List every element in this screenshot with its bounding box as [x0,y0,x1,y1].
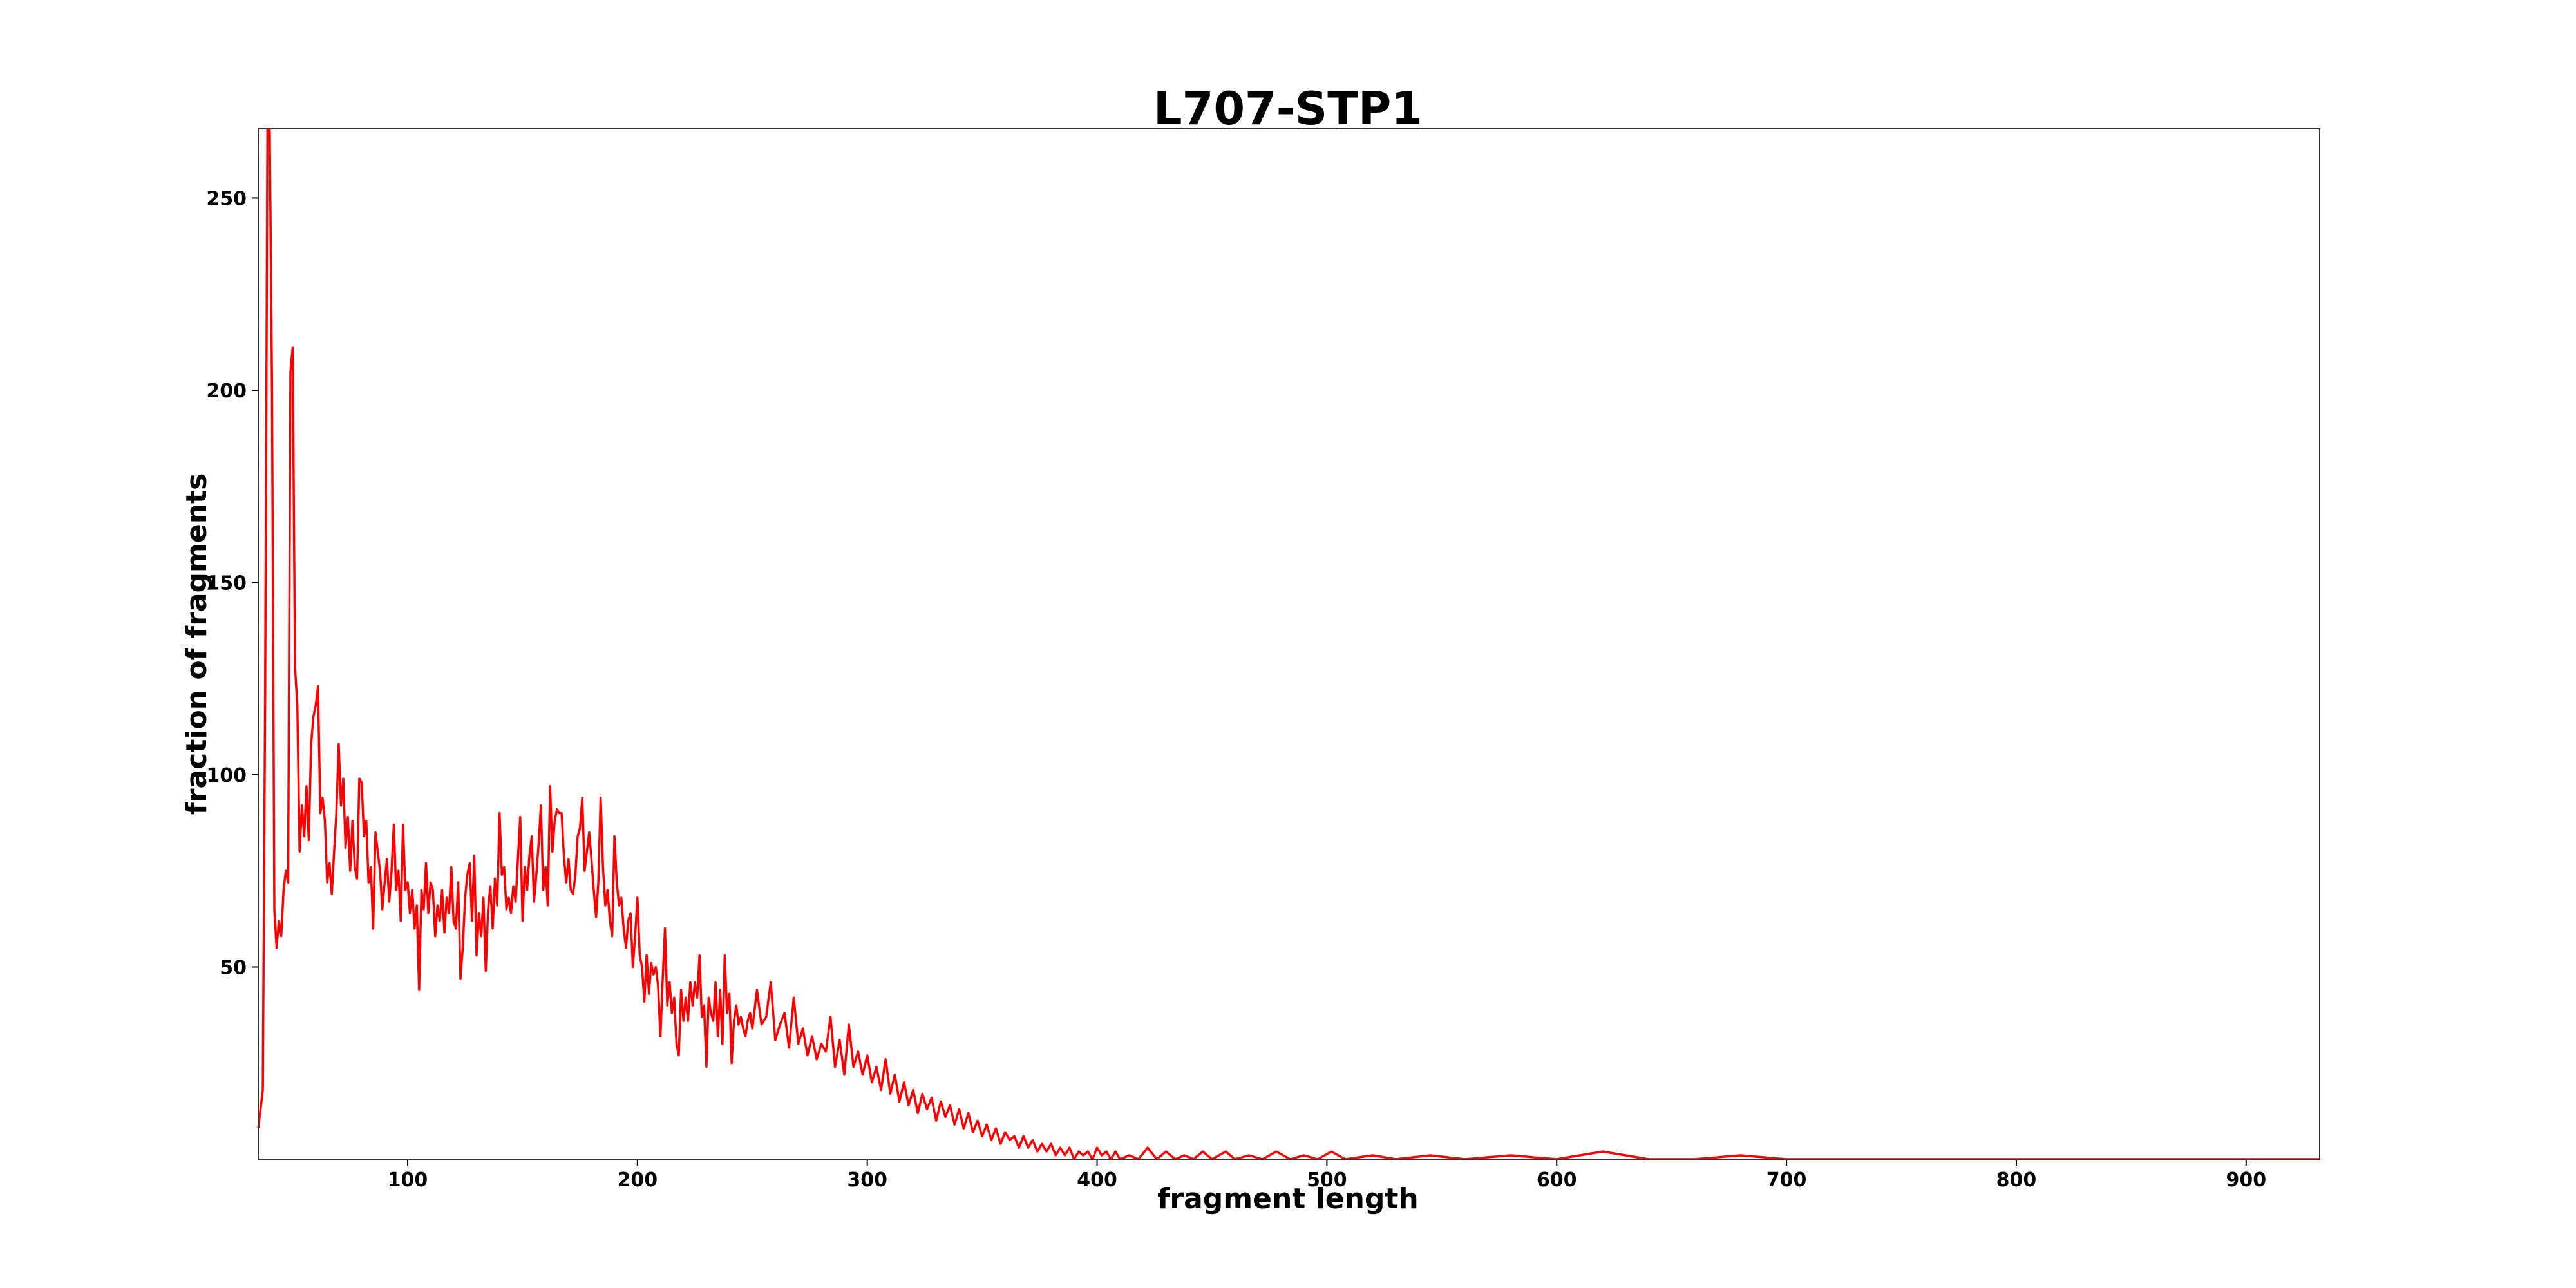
y-tick-label: 200 [206,380,247,402]
series-layer [257,128,2320,1160]
chart-title: L707-STP1 [1153,82,1423,135]
x-tick-label: 600 [1537,1169,1577,1191]
x-tick-label: 400 [1077,1169,1117,1191]
x-tick-label: 700 [1766,1169,1807,1191]
x-tick-label: 200 [618,1169,658,1191]
x-tick-label: 500 [1307,1169,1347,1191]
x-tick-label: 900 [2226,1169,2266,1191]
plot-frame [258,128,2320,1160]
y-tick-label: 250 [206,187,247,210]
y-tick-label: 150 [206,572,247,594]
x-axis-ticks: 100 200 300 400 500 600 700 800 900 [388,1159,2266,1191]
x-axis-label: fragment length [1157,1182,1419,1215]
x-tick-label: 100 [388,1169,428,1191]
plot-area: 100 200 300 400 500 600 700 800 900 50 100 150 200 2… [206,128,2320,1191]
x-tick-label: 300 [847,1169,887,1191]
x-tick-label: 800 [1996,1169,2037,1191]
y-tick-label: 50 [220,956,247,979]
series-line-0 [257,128,2320,1160]
y-tick-label: 100 [206,764,247,787]
y-axis-ticks: 50 100 150 200 250 [206,187,258,979]
y-axis-label: fraction of fragments [180,473,213,815]
